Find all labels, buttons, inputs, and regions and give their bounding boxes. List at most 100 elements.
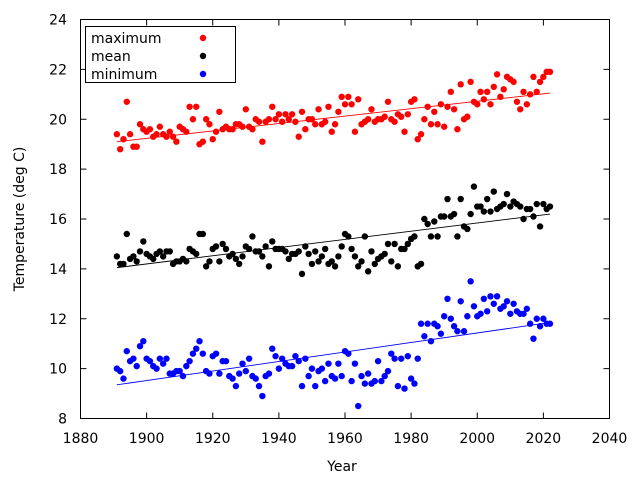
- legend: maximum mean minimum: [85, 26, 236, 83]
- legend-box: [85, 26, 236, 83]
- x-tick-label: 2040: [592, 431, 628, 447]
- point-minimum: [193, 345, 200, 352]
- point-mean: [216, 258, 223, 265]
- point-maximum: [427, 121, 435, 128]
- point-mean: [166, 248, 173, 255]
- point-maximum: [153, 131, 160, 138]
- point-minimum: [216, 370, 223, 377]
- legend-marker-maximum: [199, 34, 207, 42]
- point-minimum: [335, 360, 342, 367]
- point-mean: [156, 248, 164, 255]
- point-maximum: [345, 93, 352, 101]
- point-minimum: [275, 365, 283, 372]
- point-minimum: [120, 375, 127, 382]
- point-minimum: [308, 365, 316, 372]
- point-minimum: [520, 310, 527, 317]
- point-mean: [358, 258, 365, 265]
- point-minimum: [427, 337, 435, 345]
- point-minimum: [163, 355, 170, 362]
- point-mean: [113, 253, 121, 260]
- axis-ticks: 1880 1900 1920 1940 1960 1980 2000 2020 2040 8 10 1…: [49, 13, 627, 448]
- point-mean: [450, 210, 458, 218]
- point-maximum: [275, 111, 283, 118]
- point-minimum: [265, 370, 273, 377]
- point-minimum: [464, 313, 471, 320]
- point-maximum: [242, 106, 250, 113]
- point-mean: [140, 238, 147, 245]
- point-minimum: [302, 355, 309, 362]
- point-maximum: [331, 121, 339, 128]
- point-minimum: [388, 350, 395, 357]
- point-maximum: [302, 126, 309, 133]
- y-tick-label: 24: [49, 13, 67, 29]
- point-mean: [193, 250, 200, 258]
- point-minimum: [239, 360, 246, 367]
- point-minimum: [269, 345, 276, 352]
- point-minimum: [292, 352, 299, 360]
- point-maximum: [298, 108, 306, 115]
- point-maximum: [183, 128, 190, 135]
- point-minimum: [206, 370, 213, 377]
- x-tick-label: 1920: [195, 431, 231, 447]
- point-mean: [338, 243, 345, 250]
- point-minimum: [394, 382, 402, 390]
- point-minimum: [424, 320, 431, 327]
- point-mean: [312, 248, 319, 255]
- point-maximum: [434, 121, 441, 128]
- point-maximum: [212, 128, 220, 135]
- point-minimum: [440, 313, 448, 320]
- point-maximum: [278, 118, 286, 125]
- point-mean: [331, 263, 339, 270]
- point-minimum: [252, 375, 259, 382]
- point-minimum: [378, 377, 385, 385]
- point-mean: [467, 210, 474, 218]
- point-mean: [219, 240, 226, 248]
- point-mean: [464, 225, 471, 233]
- point-minimum: [116, 367, 124, 375]
- point-mean: [424, 220, 431, 228]
- point-minimum: [374, 357, 382, 365]
- x-tick-label: 1980: [393, 431, 429, 447]
- point-mean: [361, 233, 369, 240]
- point-minimum: [358, 372, 365, 380]
- point-mean: [411, 233, 418, 240]
- point-minimum: [526, 320, 534, 327]
- point-minimum: [242, 367, 250, 375]
- point-maximum: [126, 131, 134, 138]
- point-mean: [364, 268, 372, 275]
- point-mean: [285, 255, 292, 263]
- point-mean: [351, 253, 359, 260]
- y-tick-label: 14: [49, 262, 67, 278]
- legend-marker-minimum: [199, 70, 207, 78]
- point-minimum: [186, 357, 193, 365]
- point-maximum: [536, 78, 544, 86]
- point-mean: [381, 250, 388, 258]
- point-maximum: [384, 98, 392, 105]
- point-mean: [440, 213, 448, 220]
- point-mean: [136, 248, 144, 255]
- point-minimum: [523, 305, 531, 312]
- point-minimum: [421, 333, 428, 340]
- point-mean: [282, 248, 289, 255]
- point-maximum: [239, 123, 246, 130]
- point-mean: [536, 223, 544, 230]
- point-maximum: [483, 88, 491, 96]
- point-maximum: [229, 126, 236, 133]
- point-maximum: [173, 138, 180, 145]
- point-minimum: [222, 357, 230, 365]
- point-maximum: [116, 145, 124, 153]
- point-maximum: [255, 118, 263, 125]
- point-mean: [487, 208, 494, 215]
- point-mean: [335, 253, 342, 260]
- point-maximum: [249, 126, 256, 133]
- point-maximum: [517, 106, 524, 113]
- point-minimum: [338, 372, 345, 380]
- point-minimum: [245, 355, 253, 362]
- point-mean: [507, 203, 514, 210]
- point-minimum: [153, 365, 160, 372]
- point-mean: [520, 215, 527, 223]
- point-maximum: [520, 88, 527, 96]
- point-maximum: [321, 118, 329, 125]
- point-mean: [388, 258, 395, 265]
